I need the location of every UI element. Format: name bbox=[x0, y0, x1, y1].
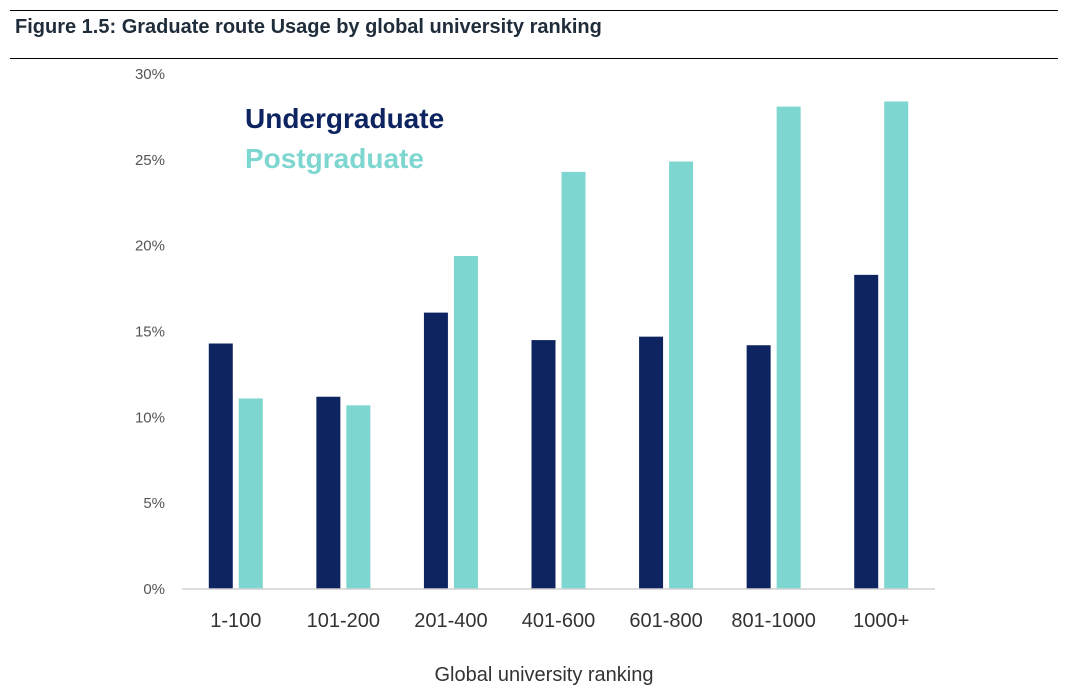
bar-postgraduate-801-1000 bbox=[776, 106, 801, 589]
bar-postgraduate-1000+ bbox=[884, 101, 909, 589]
bar-undergraduate-1000+ bbox=[854, 274, 879, 589]
bar-undergraduate-601-800 bbox=[639, 336, 664, 589]
bar-undergraduate-801-1000 bbox=[746, 345, 771, 589]
bar-undergraduate-1-100 bbox=[208, 343, 233, 589]
y-tick-label: 10% bbox=[135, 409, 165, 426]
x-category-label: 201-400 bbox=[414, 610, 487, 632]
x-category-label: 401-600 bbox=[522, 610, 595, 632]
bar-postgraduate-601-800 bbox=[669, 161, 694, 590]
x-category-label: 801-1000 bbox=[731, 610, 816, 632]
bar-postgraduate-1-100 bbox=[238, 398, 263, 589]
y-tick-label: 0% bbox=[143, 581, 165, 598]
y-tick-label: 25% bbox=[135, 152, 165, 169]
bar-postgraduate-401-600 bbox=[561, 171, 586, 589]
top-rule bbox=[10, 10, 1058, 11]
y-axis-ticks: 0% 5% 10% 15% 20% 25% 30% bbox=[135, 66, 165, 598]
x-category-label: 101-200 bbox=[307, 610, 380, 632]
x-category-label: 601-800 bbox=[629, 610, 702, 632]
title-bottom-rule bbox=[10, 58, 1058, 59]
bar-postgraduate-101-200 bbox=[346, 405, 371, 589]
x-category-label: 1-100 bbox=[210, 610, 261, 632]
x-category-label: 1000+ bbox=[853, 610, 909, 632]
y-tick-label: 15% bbox=[135, 324, 165, 341]
x-axis-title: Global university ranking bbox=[435, 664, 654, 686]
x-axis-categories: 1-100 101-200 201-400 401-600 601-800 801-100… bbox=[210, 610, 909, 632]
bars bbox=[208, 101, 909, 590]
y-tick-label: 20% bbox=[135, 238, 165, 255]
bar-undergraduate-101-200 bbox=[316, 396, 341, 589]
y-tick-label: 5% bbox=[143, 495, 165, 512]
legend-undergraduate: Undergraduate bbox=[245, 103, 444, 134]
legend-postgraduate: Postgraduate bbox=[245, 143, 424, 174]
figure-title: Figure 1.5: Graduate route Usage by glob… bbox=[15, 16, 602, 38]
bar-undergraduate-201-400 bbox=[423, 312, 448, 589]
y-tick-label: 30% bbox=[135, 66, 165, 83]
bar-postgraduate-201-400 bbox=[453, 255, 478, 589]
bar-undergraduate-401-600 bbox=[531, 340, 556, 589]
legend: Undergraduate Postgraduate bbox=[245, 103, 444, 174]
